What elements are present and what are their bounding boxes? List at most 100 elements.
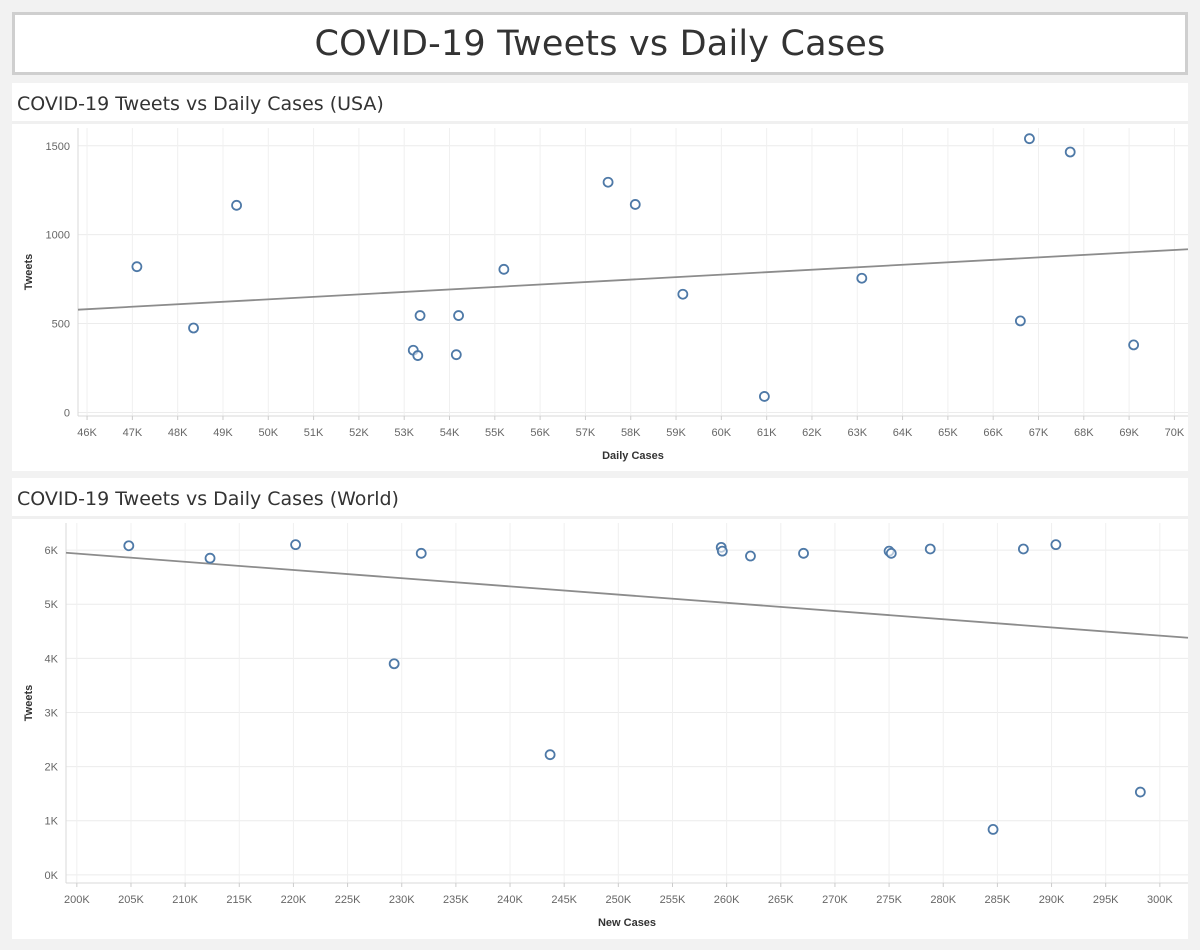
data-point (1128, 339, 1140, 351)
data-point (544, 749, 556, 761)
x-axis-title: New Cases (598, 917, 656, 929)
world-scatter-plot: 200K 205K 210K 215K 220K 225K 230K 235K 240K 245K… (23, 523, 1189, 929)
x-tick-label: 235K (443, 894, 469, 906)
data-point (1050, 539, 1062, 551)
data-point (1017, 543, 1029, 555)
data-point (204, 552, 216, 564)
data-point (798, 547, 809, 559)
x-tick-label: 60K (712, 427, 732, 439)
x-tick-label: 59K (666, 427, 686, 439)
x-tick-label: 63K (847, 427, 867, 439)
x-tick-label: 46K (77, 427, 97, 439)
data-point (602, 176, 614, 188)
data-point (188, 322, 199, 334)
x-tick-label: 53K (394, 427, 414, 439)
data-point (856, 272, 868, 284)
x-tick-label: 200K (64, 894, 90, 906)
x-tick-label: 245K (551, 894, 577, 906)
y-tick-label: 4K (45, 653, 59, 665)
data-point (131, 261, 143, 273)
x-tick-label: 49K (213, 427, 233, 439)
data-point (885, 547, 897, 559)
data-point (1014, 315, 1026, 327)
data-point (1064, 146, 1076, 158)
usa-chart-title: COVID-19 Tweets vs Daily Cases (USA) (17, 93, 384, 115)
world-chart-title: COVID-19 Tweets vs Daily Cases (World) (17, 488, 399, 510)
x-tick-label: 57K (576, 427, 596, 439)
x-tick-label: 51K (304, 427, 324, 439)
usa-chart-panel: COVID-19 Tweets vs Daily Cases (USA) 46K… (12, 83, 1189, 471)
x-tick-label: 290K (1039, 894, 1065, 906)
panel-divider (12, 516, 1188, 519)
usa-scatter-plot: 46K 47K 48K 49K 50K 51K 52K 53K 54K 55K 56K 57K 58K 5… (23, 128, 1189, 462)
x-tick-label: 50K (258, 427, 278, 439)
data-point (758, 391, 770, 402)
x-tick-label: 205K (118, 894, 144, 906)
panel-divider (12, 121, 1188, 124)
y-tick-label: 500 (52, 319, 70, 331)
data-point (629, 199, 641, 210)
data-point (123, 540, 135, 552)
x-tick-label: 58K (621, 427, 641, 439)
x-tick-label: 270K (822, 894, 848, 906)
y-axis-title: Tweets (23, 254, 35, 290)
x-tick-label: 230K (389, 894, 415, 906)
y-tick-label: 0K (45, 870, 59, 882)
x-axis-title: Daily Cases (602, 450, 664, 462)
x-tick-label: 70K (1165, 427, 1185, 439)
x-tick-label: 240K (497, 894, 523, 906)
x-tick-label: 295K (1093, 894, 1119, 906)
y-tick-label: 1000 (46, 230, 70, 242)
data-point (415, 547, 427, 559)
data-point (716, 545, 728, 557)
world-chart-panel: COVID-19 Tweets vs Daily Cases (World) 2… (12, 478, 1189, 939)
y-tick-label: 6K (45, 545, 59, 557)
dashboard-title: COVID-19 Tweets vs Daily Cases (314, 23, 886, 64)
data-point (388, 658, 400, 670)
trend-line (77, 248, 1189, 311)
x-tick-label: 260K (714, 894, 740, 906)
data-point (1024, 133, 1035, 145)
data-point (498, 263, 510, 275)
x-tick-label: 62K (802, 427, 822, 439)
x-tick-label: 220K (281, 894, 307, 906)
x-tick-label: 265K (768, 894, 794, 906)
data-point (450, 349, 462, 361)
trend-line (65, 551, 1189, 639)
x-tick-label: 255K (660, 894, 686, 906)
x-tick-label: 69K (1119, 427, 1139, 439)
data-point (1134, 786, 1146, 798)
y-tick-label: 0 (64, 407, 70, 419)
x-tick-label: 285K (985, 894, 1011, 906)
y-tick-label: 3K (45, 707, 59, 719)
x-tick-label: 67K (1029, 427, 1049, 439)
y-axis-title: Tweets (23, 685, 35, 721)
x-tick-label: 47K (123, 427, 143, 439)
y-tick-label: 1500 (46, 141, 70, 153)
x-tick-label: 56K (530, 427, 550, 439)
x-tick-label: 66K (983, 427, 1003, 439)
y-tick-label: 2K (45, 762, 59, 774)
data-point (414, 310, 426, 321)
y-tick-label: 1K (45, 816, 59, 828)
x-tick-label: 65K (938, 427, 958, 439)
x-tick-label: 52K (349, 427, 369, 439)
x-tick-label: 64K (893, 427, 913, 439)
data-point (231, 199, 242, 211)
data-point (987, 824, 999, 835)
data-point (677, 288, 689, 300)
x-tick-label: 250K (605, 894, 631, 906)
data-point (745, 550, 756, 562)
x-tick-label: 210K (172, 894, 198, 906)
x-tick-label: 280K (930, 894, 956, 906)
x-tick-label: 55K (485, 427, 505, 439)
data-point (924, 543, 936, 555)
x-tick-label: 54K (440, 427, 460, 439)
x-tick-label: 300K (1147, 894, 1173, 906)
y-tick-label: 5K (45, 599, 59, 611)
x-tick-label: 48K (168, 427, 188, 439)
x-tick-label: 215K (226, 894, 252, 906)
x-tick-label: 275K (876, 894, 902, 906)
data-point (290, 539, 301, 551)
data-point (412, 350, 424, 361)
